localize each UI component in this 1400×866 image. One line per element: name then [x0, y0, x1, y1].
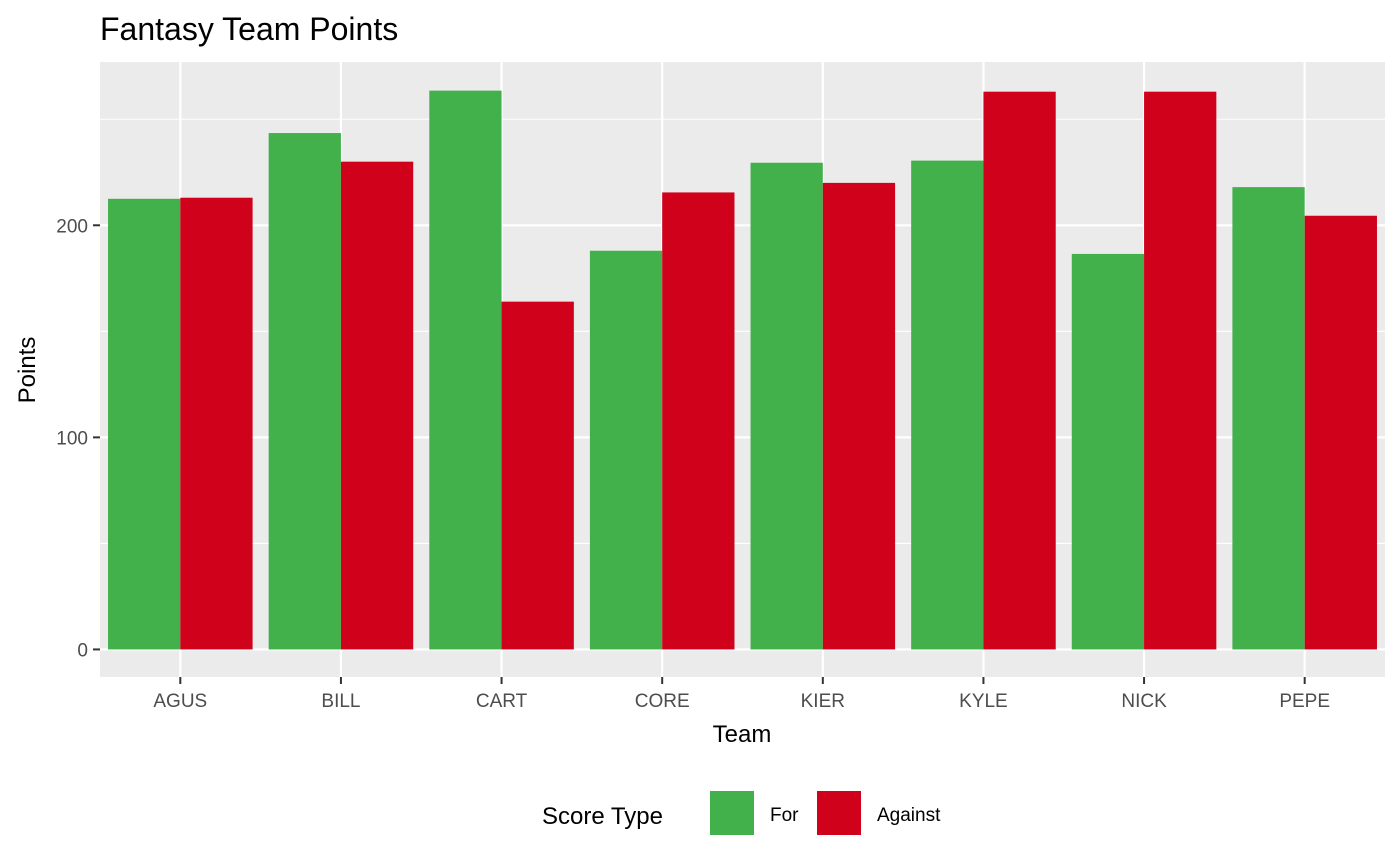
y-axis: 0 100 200	[56, 216, 100, 661]
bar-kier-for	[750, 162, 823, 650]
bar-kier-against	[822, 182, 896, 650]
x-tick-label-bill: BILL	[321, 691, 360, 712]
legend-label-against: Against	[877, 805, 941, 826]
y-tick-label: 200	[56, 216, 88, 237]
bar-pepe-for	[1232, 187, 1305, 650]
bars	[108, 90, 1377, 650]
x-tick-label-kier: KIER	[801, 691, 845, 712]
bar-kyle-for	[911, 160, 984, 650]
x-tick-label-core: CORE	[635, 691, 690, 712]
chart-title: Fantasy Team Points	[100, 11, 398, 47]
x-tick-label-pepe: PEPE	[1279, 691, 1330, 712]
legend: Score Type For Against	[542, 791, 941, 835]
bar-pepe-against	[1304, 215, 1377, 650]
legend-label-for: For	[770, 805, 799, 826]
legend-title: Score Type	[542, 803, 663, 830]
bar-nick-for	[1071, 253, 1145, 650]
x-tick-label-agus: AGUS	[153, 691, 207, 712]
bar-bill-against	[340, 161, 414, 650]
bar-nick-against	[1144, 91, 1217, 650]
bar-agus-against	[180, 197, 253, 650]
legend-swatch-against	[817, 791, 861, 835]
legend-swatch-for	[710, 791, 754, 835]
x-tick-label-nick: NICK	[1121, 691, 1167, 712]
bar-cart-for	[429, 90, 502, 650]
bar-bill-for	[268, 133, 341, 650]
bar-core-against	[662, 192, 735, 650]
bar-agus-for	[108, 198, 181, 650]
bar-kyle-against	[983, 91, 1056, 650]
y-axis-title: Points	[14, 337, 41, 404]
y-tick-label: 0	[77, 640, 88, 661]
bar-cart-against	[501, 301, 574, 650]
x-tick-label-cart: CART	[476, 691, 528, 712]
y-tick-label: 100	[56, 428, 88, 449]
x-axis-title: Team	[713, 721, 772, 748]
x-axis: AGUS BILL CART CORE KIER KYLE NICK PEPE	[153, 677, 1330, 712]
bar-core-for	[589, 250, 663, 650]
x-tick-label-kyle: KYLE	[959, 691, 1008, 712]
